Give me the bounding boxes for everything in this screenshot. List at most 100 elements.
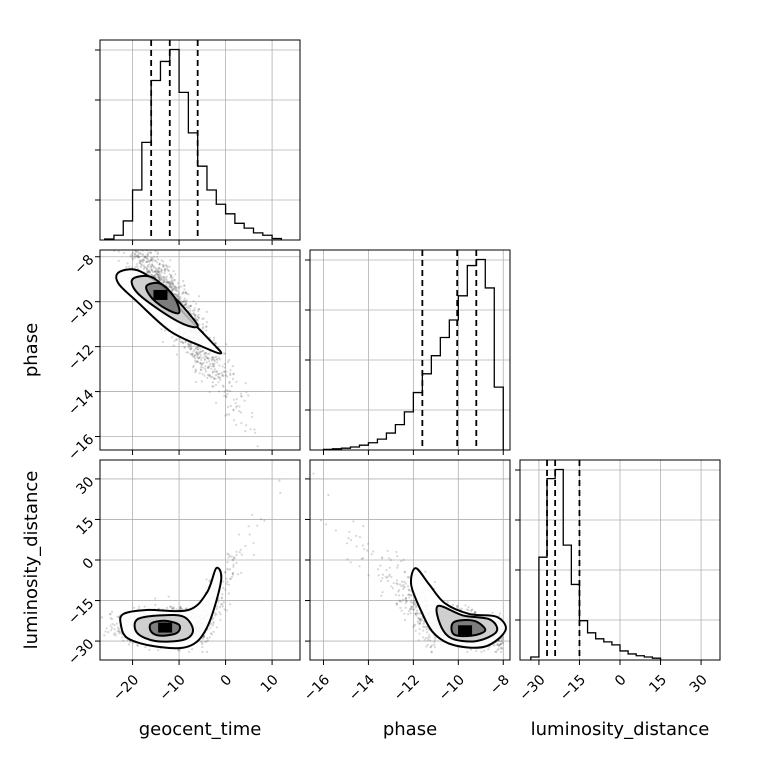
scatter-point [205, 640, 208, 643]
scatter-point [164, 268, 167, 271]
scatter-point [212, 364, 215, 367]
scatter-point [151, 260, 154, 263]
scatter-point [207, 357, 210, 360]
marginal-geocent_time [95, 39, 301, 245]
scatter-point [190, 346, 193, 349]
scatter-point [189, 352, 192, 355]
scatter-point [226, 552, 229, 556]
scatter-point [200, 358, 203, 361]
scatter-point [185, 351, 188, 354]
scatter-point [377, 574, 380, 577]
scatter-point [404, 582, 407, 585]
scatter-point [148, 251, 151, 254]
scatter-point [216, 373, 219, 376]
scatter-point [158, 274, 161, 277]
scatter-point [165, 279, 168, 282]
scatter-point [480, 650, 483, 654]
scatter-point [222, 352, 225, 355]
scatter-point [460, 607, 463, 610]
scatter-point [240, 395, 243, 398]
scatter-point [168, 265, 171, 268]
scatter-point [403, 580, 406, 583]
scatter-point [212, 365, 216, 368]
scatter-point [412, 600, 415, 603]
scatter-point [192, 313, 195, 316]
scatter-point [162, 279, 165, 282]
scatter-point [191, 355, 194, 358]
y-tick-label: 0 [80, 555, 98, 573]
scatter-point [408, 596, 411, 599]
scatter-point [160, 271, 163, 274]
scatter-point [201, 327, 205, 330]
scatter-point [181, 292, 184, 295]
scatter-point [198, 295, 201, 298]
scatter-point [224, 588, 227, 591]
scatter-point [433, 643, 436, 646]
scatter-point [433, 638, 436, 642]
scatter-point [160, 259, 163, 262]
scatter-point [196, 315, 199, 319]
scatter-point [138, 255, 141, 258]
scatter-point [179, 605, 182, 609]
scatter-point [113, 628, 116, 631]
scatter-point [146, 252, 149, 255]
scatter-point [215, 401, 218, 404]
scatter-point [236, 404, 239, 408]
scatter-point [150, 265, 153, 268]
scatter-point [403, 612, 406, 615]
scatter-point [178, 338, 181, 341]
joint-geocent_time-luminosity_distance: −20 −10 0 10 −30 −15 0 15 30 [65, 459, 301, 704]
scatter-point [116, 630, 119, 633]
scatter-point [181, 300, 185, 303]
scatter-point [119, 631, 122, 634]
scatter-point [169, 259, 172, 262]
scatter-point [154, 259, 157, 262]
scatter-point [144, 646, 147, 649]
scatter-point [163, 269, 166, 272]
scatter-point [392, 582, 395, 585]
scatter-point [218, 372, 221, 375]
scatter-point [235, 561, 238, 565]
x-axis-label-phase: phase [383, 719, 437, 740]
scatter-point [201, 637, 204, 641]
scatter-point [135, 263, 138, 266]
scatter-point [355, 545, 358, 548]
scatter-point [456, 605, 459, 608]
scatter-point [148, 270, 151, 273]
scatter-point [213, 612, 217, 615]
scatter-point [191, 648, 194, 651]
scatter-point [170, 285, 173, 288]
scatter-point [134, 253, 137, 256]
scatter-point [410, 594, 413, 597]
scatter-point [176, 290, 179, 293]
scatter-point [413, 602, 416, 605]
scatter-point [202, 635, 206, 638]
scatter-point [215, 607, 219, 611]
scatter-point [188, 345, 192, 348]
scatter-point [361, 557, 365, 560]
scatter-point [153, 255, 156, 258]
scatter-point [182, 292, 185, 295]
scatter-point [395, 603, 398, 607]
scatter-point [228, 554, 232, 558]
scatter-point [150, 265, 153, 268]
scatter-point [195, 351, 198, 354]
scatter-point [358, 536, 361, 539]
scatter-point [245, 391, 248, 394]
scatter-point [110, 610, 114, 614]
scatter-point [151, 263, 154, 266]
scatter-point [116, 615, 119, 618]
scatter-point [197, 308, 200, 311]
scatter-point [163, 280, 166, 284]
scatter-point [228, 380, 231, 383]
scatter-point [422, 622, 425, 625]
scatter-point [499, 650, 503, 654]
scatter-point [131, 256, 134, 260]
scatter-point [212, 339, 215, 342]
scatter-point [167, 269, 170, 272]
scatter-point [175, 608, 178, 611]
scatter-point [168, 280, 172, 283]
scatter-point [151, 269, 154, 272]
scatter-point [166, 282, 169, 285]
scatter-point [324, 523, 328, 526]
